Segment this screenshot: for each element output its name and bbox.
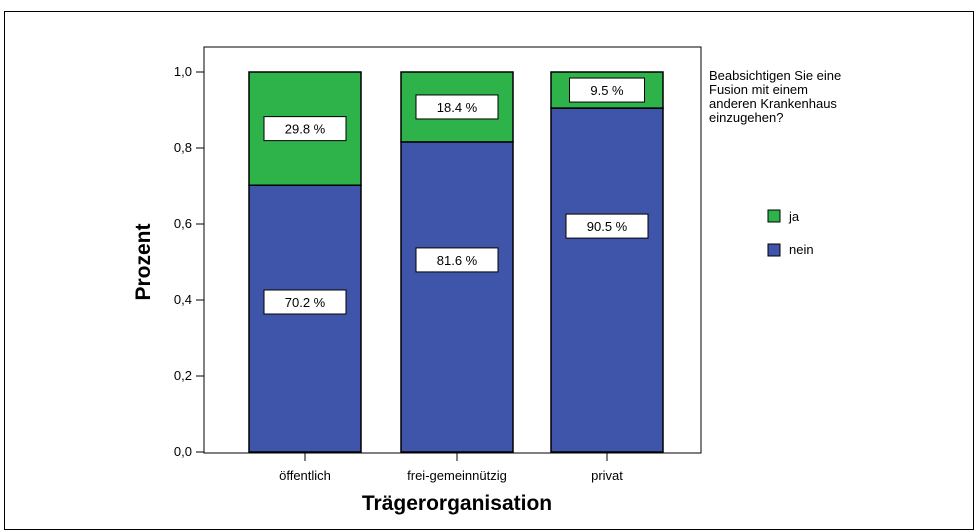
data-label: 18.4 % [437, 100, 478, 115]
y-tick-label: 0,8 [174, 140, 192, 155]
data-label-box [565, 213, 649, 239]
data-label-box [415, 94, 499, 120]
legend-swatch-nein [767, 243, 781, 257]
y-tick-label: 0,0 [174, 444, 192, 459]
plot-area [203, 46, 702, 454]
y-tick-label: 0,6 [174, 216, 192, 231]
y-axis-title: Prozent [132, 223, 155, 300]
y-tick-label: 0,4 [174, 292, 192, 307]
y-tick-label: 1,0 [174, 64, 192, 79]
legend-title-line: einzugehen? [709, 110, 783, 125]
x-tick-label: privat [591, 468, 623, 483]
y-tick-label: 0,2 [174, 368, 192, 383]
data-label-box [263, 116, 347, 142]
legend-title-line: Fusion mit einem [709, 82, 808, 97]
x-axis: öffentlich frei-gemeinnützig privat [279, 453, 623, 483]
legend-label-ja: ja [788, 209, 800, 224]
legend: Beabsichtigen Sie eine Fusion mit einem … [709, 68, 841, 257]
x-axis-title: Trägerorganisation [362, 492, 552, 515]
data-label: 90.5 % [587, 219, 628, 234]
x-tick-label: öffentlich [279, 468, 331, 483]
data-label: 9.5 % [590, 83, 624, 98]
y-axis: 0,0 0,2 0,4 0,6 0,8 1,0 [174, 64, 204, 459]
bar-segment-nein [248, 184, 362, 453]
data-label: 81.6 % [437, 253, 478, 268]
x-tick-label: frei-gemeinnützig [407, 468, 507, 483]
data-label-box [263, 289, 347, 315]
data-label-box [415, 247, 499, 273]
data-label-box [569, 77, 645, 103]
data-label: 70.2 % [285, 295, 326, 310]
data-label: 29.8 % [285, 122, 326, 137]
legend-title-line: anderen Krankenhaus [709, 96, 837, 111]
legend-title-line: Beabsichtigen Sie eine [709, 68, 841, 83]
bar-labels: 70.2 % 29.8 % 81.6 % 18.4 % 90.5 % 9.5 % [263, 77, 649, 315]
bar-segment-nein [550, 107, 664, 453]
legend-swatch-ja [767, 209, 781, 223]
legend-label-nein: nein [789, 242, 814, 257]
bar-segment-nein [400, 141, 514, 453]
